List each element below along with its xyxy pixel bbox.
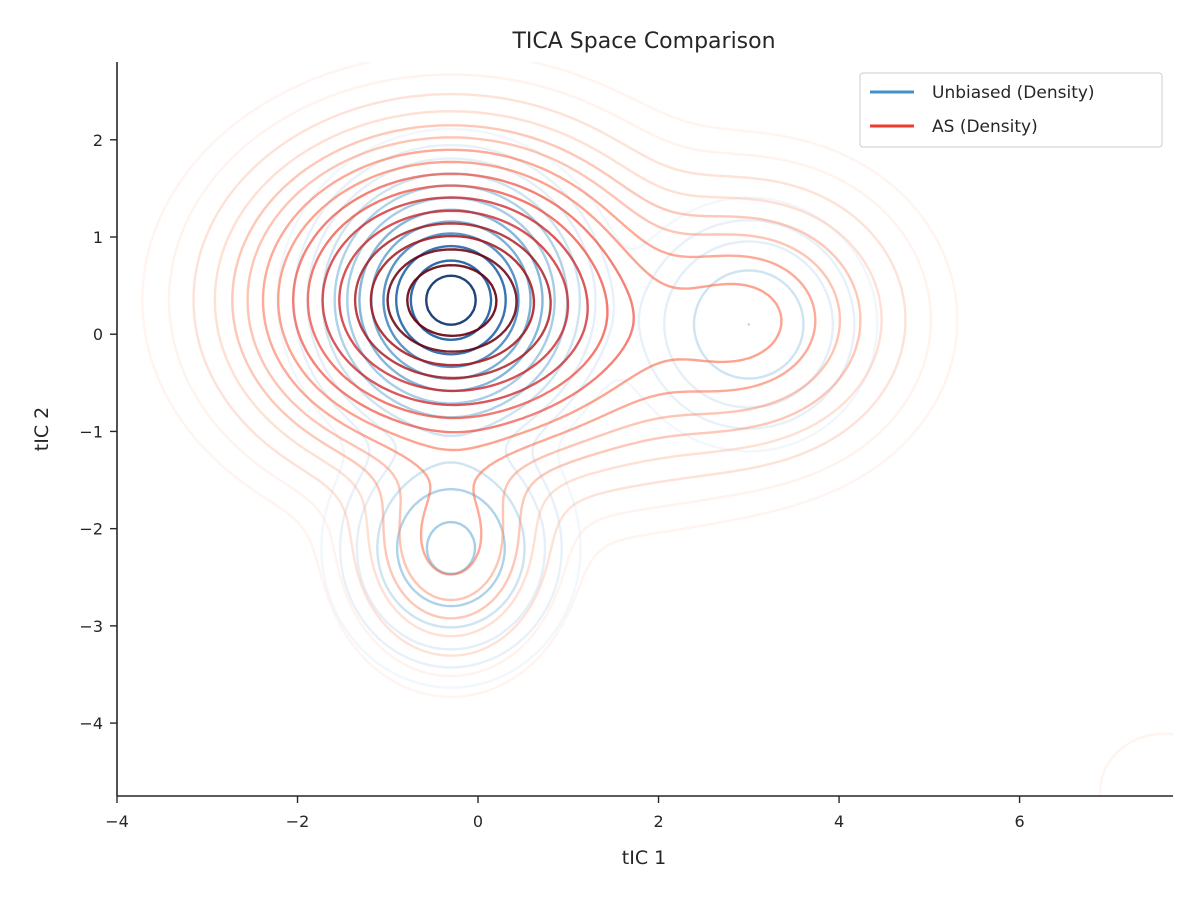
as-contour-line — [231, 124, 862, 620]
as-contour-line — [386, 248, 518, 353]
contour-layer — [141, 62, 1173, 796]
as-contour-line — [213, 110, 883, 638]
as-contour-line — [277, 160, 783, 452]
unbiased-contour-line — [395, 244, 507, 356]
unbiased-contour-line — [276, 127, 879, 689]
legend-frame — [859, 72, 1163, 148]
unbiased-contour-line — [425, 274, 477, 326]
as-contour-line — [192, 92, 907, 657]
as-contour-line — [261, 148, 817, 576]
x-tick-label: 4 — [834, 812, 844, 831]
x-tick-label: 6 — [1014, 812, 1024, 831]
x-tick-label: 0 — [473, 812, 483, 831]
as-contour-line — [321, 196, 589, 407]
x-tick-label: 2 — [653, 812, 663, 831]
as-contour-line — [291, 172, 635, 434]
as-contour-line — [369, 234, 536, 367]
y-tick-label: 0 — [93, 325, 103, 344]
y-tick-label: −1 — [79, 422, 103, 441]
y-axis-label: tIC 2 — [31, 407, 53, 451]
x-tick-label: −2 — [286, 812, 310, 831]
as-contour-line — [353, 222, 552, 380]
as-contour-line — [406, 264, 498, 337]
unbiased-contour-line — [346, 196, 556, 576]
y-axis-ticks: −4 −3 −2 −1 0 1 2 — [79, 131, 117, 733]
x-axis-ticks: −4 −2 0 2 4 6 — [105, 796, 1025, 831]
as-contour-line — [338, 209, 570, 393]
as-contour-line — [246, 136, 842, 602]
y-tick-label: 2 — [93, 131, 103, 150]
legend: Unbiased (Density) AS (Density) — [859, 72, 1163, 148]
as-contour-line — [167, 73, 933, 678]
y-tick-label: −2 — [79, 520, 103, 539]
y-tick-label: −4 — [79, 714, 103, 733]
chart-title: TICA Space Comparison — [511, 29, 775, 54]
y-tick-label: 1 — [93, 228, 103, 247]
x-tick-label: −4 — [105, 812, 129, 831]
as-contour-line — [306, 184, 609, 420]
y-tick-label: −3 — [79, 617, 103, 636]
x-axis-label: tIC 1 — [622, 847, 666, 869]
as-contour-line — [141, 62, 1173, 796]
legend-label-as: AS (Density) — [932, 117, 1038, 137]
legend-label-unbiased: Unbiased (Density) — [932, 83, 1095, 103]
unbiased-contour-line — [382, 232, 520, 369]
